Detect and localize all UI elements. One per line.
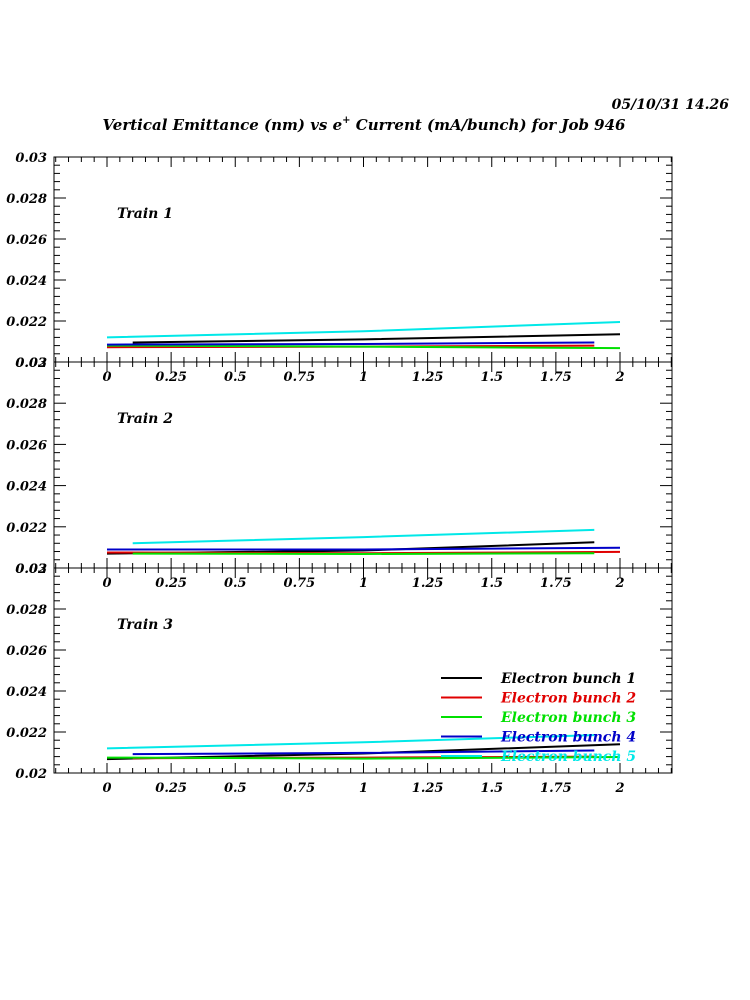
- legend-label: Electron bunch 5: [500, 749, 636, 765]
- y-tick-label: 0.028: [6, 192, 47, 207]
- series-line-bunch-3: [106, 344, 621, 350]
- y-tick-label: 0.028: [6, 603, 47, 618]
- y-tick-label: 0.022: [6, 315, 47, 330]
- series-line-bunch-3: [106, 756, 621, 760]
- y-tick-label: 0.022: [6, 726, 47, 741]
- series-line-bunch-5: [132, 528, 595, 545]
- y-tick-label: 0.024: [6, 685, 47, 700]
- x-tick-label: 1.75: [540, 370, 572, 385]
- y-tick-label: 0.026: [6, 438, 47, 453]
- x-tick-label: 0: [102, 576, 111, 591]
- y-tick-label: 0.03: [15, 151, 47, 166]
- x-tick-label: 1.5: [480, 781, 503, 796]
- y-tick-label: 0.024: [6, 274, 47, 289]
- y-tick-label: 0.02: [15, 767, 47, 782]
- panel-train-1: 0.02 0.022 0.024 0.026 0.028 0.03 0 0.25 0.5 0.75…: [6, 151, 673, 385]
- y-tick-label: 0.022: [6, 521, 47, 536]
- x-tick-label: 1.75: [540, 576, 572, 591]
- legend-label: Electron bunch 4: [500, 730, 636, 746]
- legend: Electron bunch 1 Electron bunch 2 Electron…: [441, 671, 636, 765]
- panel-label: Train 3: [117, 617, 173, 633]
- legend-label: Electron bunch 1: [500, 671, 636, 687]
- chart-title-superscript: +: [342, 115, 350, 126]
- series-line-bunch-1: [132, 333, 621, 344]
- y-tick-label: 0.024: [6, 480, 47, 495]
- panel-label: Train 1: [117, 206, 173, 222]
- legend-label: Electron bunch 2: [500, 691, 636, 707]
- x-tick-label: 0.5: [224, 370, 247, 385]
- x-tick-label: 1: [359, 576, 368, 591]
- x-tick-label: 1.25: [412, 781, 444, 796]
- y-tick-label: 0.02: [15, 356, 47, 371]
- panel-label: Train 2: [117, 411, 173, 427]
- x-tick-label: 1.25: [412, 576, 444, 591]
- y-tick-label: 0.03: [15, 356, 47, 371]
- x-tick-label: 1.5: [480, 370, 503, 385]
- y-tick-label: 0.02: [15, 562, 47, 577]
- chart-title: Vertical Emittance (nm) vs e+ Current (m…: [103, 115, 627, 134]
- x-tick-label: 1: [359, 370, 368, 385]
- x-tick-label: 0.5: [224, 781, 247, 796]
- y-tick-label: 0.03: [15, 562, 47, 577]
- y-tick-label: 0.026: [6, 644, 47, 659]
- legend-label: Electron bunch 3: [500, 710, 636, 726]
- x-tick-label: 0.75: [284, 576, 316, 591]
- x-tick-label: 0.25: [155, 370, 187, 385]
- x-tick-label: 2: [614, 576, 624, 591]
- x-tick-label: 0.75: [284, 781, 316, 796]
- chart-title-prefix: Vertical Emittance (nm) vs e: [103, 116, 343, 134]
- y-tick-label: 0.028: [6, 397, 47, 412]
- series-line-bunch-3: [132, 552, 595, 556]
- x-tick-label: 1.25: [412, 370, 444, 385]
- series-line-bunch-4: [132, 749, 595, 756]
- chart-title-suffix: Current (mA/bunch) for Job 946: [351, 116, 626, 134]
- series-line-bunch-5: [106, 321, 621, 339]
- x-tick-label: 0.25: [155, 781, 187, 796]
- series-line-bunch-4: [106, 341, 595, 346]
- x-tick-label: 0: [102, 370, 111, 385]
- x-tick-label: 2: [614, 781, 624, 796]
- timestamp: 05/10/31 14.26: [612, 97, 730, 113]
- series-line-bunch-5: [106, 734, 595, 750]
- series-line-bunch-4: [107, 546, 621, 551]
- x-tick-label: 2: [614, 370, 624, 385]
- x-tick-label: 0.75: [284, 370, 316, 385]
- y-tick-label: 0.026: [6, 233, 47, 248]
- x-tick-label: 0.5: [224, 576, 247, 591]
- x-tick-label: 0: [102, 781, 111, 796]
- x-tick-label: 1: [359, 781, 368, 796]
- x-tick-label: 0.25: [155, 576, 187, 591]
- x-tick-label: 1.5: [480, 576, 503, 591]
- x-tick-label: 1.75: [540, 781, 572, 796]
